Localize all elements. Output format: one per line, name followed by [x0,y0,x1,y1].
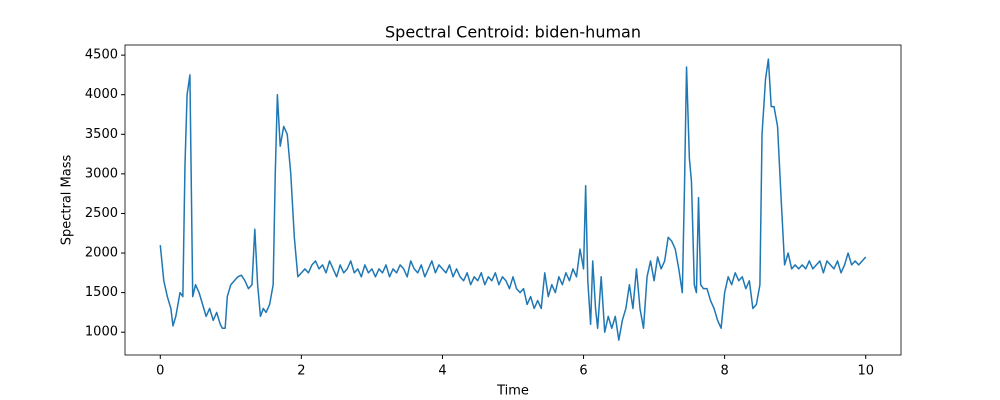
y-tick-label: 2000 [85,246,118,261]
y-axis-label: Spectral Mass [60,155,75,246]
y-tick-label: 3000 [85,166,118,181]
y-tick-label: 1500 [85,285,118,300]
x-tick-label: 4 [438,364,446,379]
x-tick-label: 6 [579,364,587,379]
x-tick-label: 10 [857,364,874,379]
plot-frame [124,44,902,356]
y-tick-label: 2500 [85,206,118,221]
y-tick-label: 4500 [85,48,118,63]
y-tick-label: 4000 [85,87,118,102]
x-tick-label: 8 [720,364,728,379]
x-axis-label: Time [496,384,529,399]
chart-title: Spectral Centroid: biden-human [385,23,641,42]
y-tick-label: 1000 [85,325,118,340]
y-tick-label: 3500 [85,127,118,142]
data-line [159,58,867,341]
x-tick-label: 0 [156,364,164,379]
x-tick-label: 2 [297,364,305,379]
